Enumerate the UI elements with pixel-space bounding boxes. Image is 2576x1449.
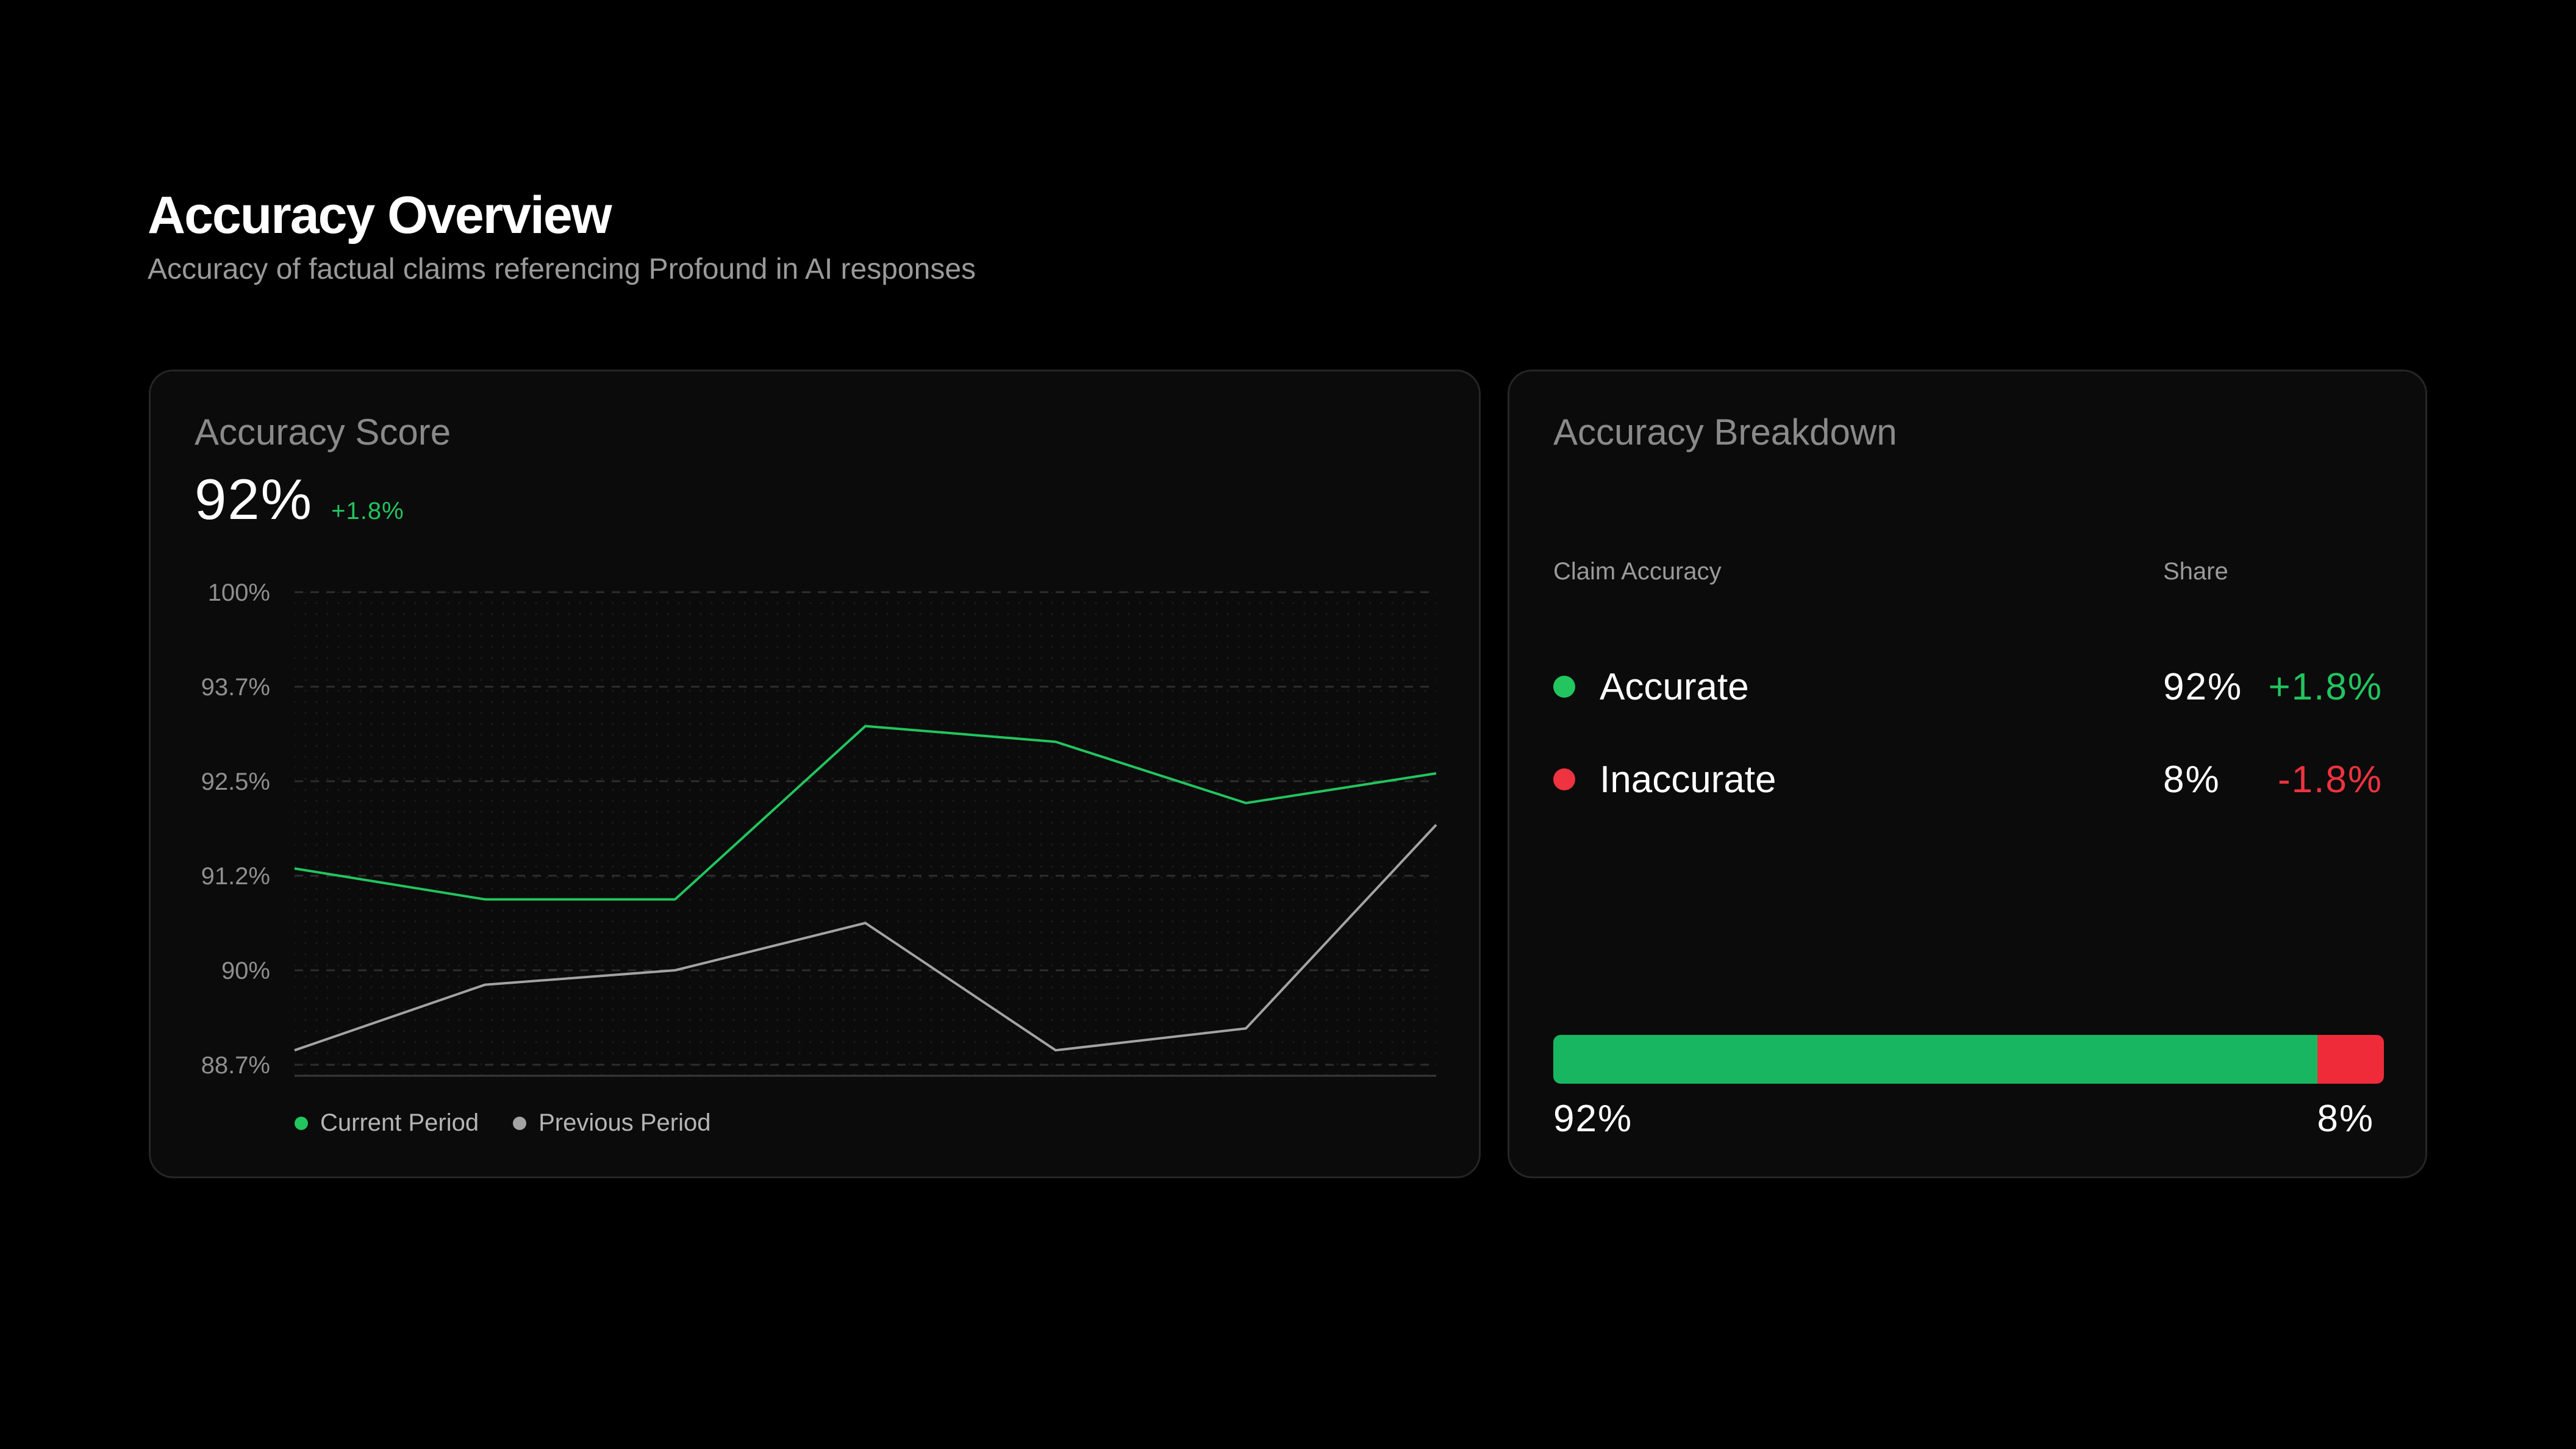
accuracy-score-title: Accuracy Score	[195, 412, 451, 453]
accuracy-breakdown-title: Accuracy Breakdown	[1553, 412, 1897, 453]
breakdown-row-inaccurate: Inaccurate 8% -1.8%	[1553, 752, 2383, 807]
score-row: 92% +1.8%	[195, 463, 404, 536]
column-header-claim-accuracy: Claim Accuracy	[1553, 558, 1722, 585]
chart-legend: Current Period Previous Period	[295, 1109, 745, 1137]
series-line-previous-period	[294, 824, 1437, 1052]
series-line-current-period	[294, 724, 1437, 901]
y-tick-label: 100%	[208, 579, 270, 606]
legend-label-current: Current Period	[320, 1109, 479, 1136]
column-header-share: Share	[2163, 558, 2228, 585]
legend-item-previous[interactable]: Previous Period	[513, 1109, 711, 1137]
legend-label-previous: Previous Period	[538, 1109, 711, 1136]
y-tick-label: 92.5%	[201, 768, 270, 795]
chart-plot-area	[295, 592, 1436, 1076]
row-delta: -1.8%	[2278, 758, 2383, 801]
accuracy-breakdown-card: Accuracy Breakdown Claim Accuracy Share …	[1508, 370, 2427, 1178]
accurate-bar-segment	[1553, 1035, 2318, 1084]
accuracy-stacked-bar	[1553, 1035, 2384, 1084]
y-tick-label: 88.7%	[201, 1052, 270, 1079]
page-title: Accuracy Overview	[148, 186, 612, 245]
y-tick-label: 93.7%	[201, 674, 270, 701]
row-delta: +1.8%	[2268, 665, 2383, 708]
inaccurate-bar-segment	[2317, 1035, 2384, 1084]
row-share: 8%	[2163, 758, 2220, 801]
row-label: Inaccurate	[1600, 758, 1776, 801]
bar-label-accurate: 92%	[1553, 1098, 1633, 1140]
breakdown-row-accurate: Accurate 92% +1.8%	[1553, 659, 2383, 714]
accuracy-score-card: Accuracy Score 92% +1.8% 100% 93.7% 92.5% 9…	[149, 370, 1481, 1178]
y-tick-label: 91.2%	[201, 863, 270, 890]
page-header: Accuracy Overview Accuracy of factual cl…	[148, 182, 976, 288]
y-tick-label: 90%	[221, 957, 270, 984]
score-value: 92%	[195, 467, 313, 531]
legend-dot-previous	[513, 1116, 527, 1130]
legend-item-current[interactable]: Current Period	[295, 1109, 479, 1137]
accuracy-line-chart: 100% 93.7% 92.5% 91.2% 90% 88.7%	[201, 579, 1437, 1079]
row-share: 92%	[2163, 665, 2243, 708]
accurate-dot-icon	[1553, 676, 1575, 698]
inaccurate-dot-icon	[1553, 768, 1575, 790]
row-label: Accurate	[1600, 665, 1749, 708]
page-subtitle: Accuracy of factual claims referencing P…	[148, 253, 976, 285]
bar-label-inaccurate: 8%	[2317, 1098, 2374, 1140]
score-delta: +1.8%	[331, 498, 404, 524]
legend-dot-current	[295, 1116, 308, 1130]
